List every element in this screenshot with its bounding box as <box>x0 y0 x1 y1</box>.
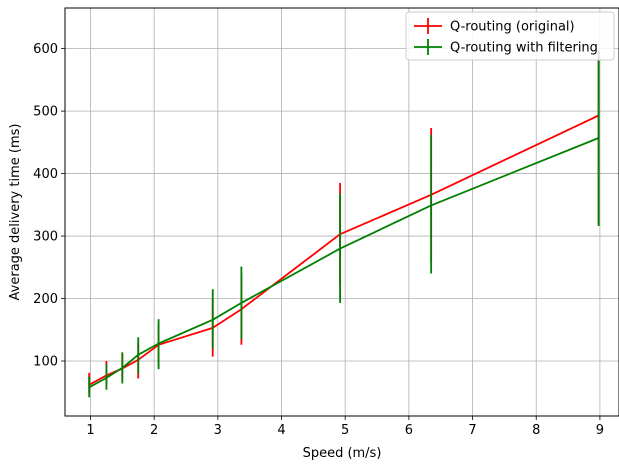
series-2 <box>88 50 600 398</box>
x-tick-label: 8 <box>532 423 540 438</box>
x-tick-label: 9 <box>596 423 604 438</box>
y-tick-label: 600 <box>33 42 58 57</box>
y-tick-label: 200 <box>33 292 58 307</box>
series-line <box>88 114 599 386</box>
x-tick-label: 2 <box>150 423 158 438</box>
legend-item: Q-routing with filtering <box>414 39 598 56</box>
y-tick-label: 400 <box>33 167 58 182</box>
y-tick-label: 300 <box>33 230 58 245</box>
x-tick-label: 5 <box>341 423 349 438</box>
series-line <box>88 137 599 389</box>
legend-label: Q-routing with filtering <box>450 41 598 56</box>
y-tick-label: 500 <box>33 105 58 120</box>
y-axis-label: Average delivery time (ms) <box>8 124 23 301</box>
x-tick-label: 1 <box>86 423 94 438</box>
x-tick-label: 6 <box>405 423 413 438</box>
plot-frame <box>64 7 619 417</box>
series-1 <box>88 53 600 393</box>
x-tick-label: 4 <box>277 423 285 438</box>
series-layer <box>88 50 600 398</box>
x-tick-label: 3 <box>214 423 222 438</box>
y-axis-ticks: 100 200 300 400 500 600 <box>33 42 65 370</box>
grid-lines <box>65 8 619 416</box>
legend: Q-routing (original) Q-routing with filte… <box>405 11 615 61</box>
x-tick-label: 7 <box>468 423 476 438</box>
legend-label: Q-routing (original) <box>450 20 575 35</box>
x-axis-label: Speed (m/s) <box>303 446 382 461</box>
x-axis-ticks: 1 2 3 4 5 6 7 8 9 <box>86 416 604 438</box>
legend-box <box>405 11 615 61</box>
legend-item: Q-routing (original) <box>414 18 575 35</box>
y-tick-label: 100 <box>33 355 58 370</box>
